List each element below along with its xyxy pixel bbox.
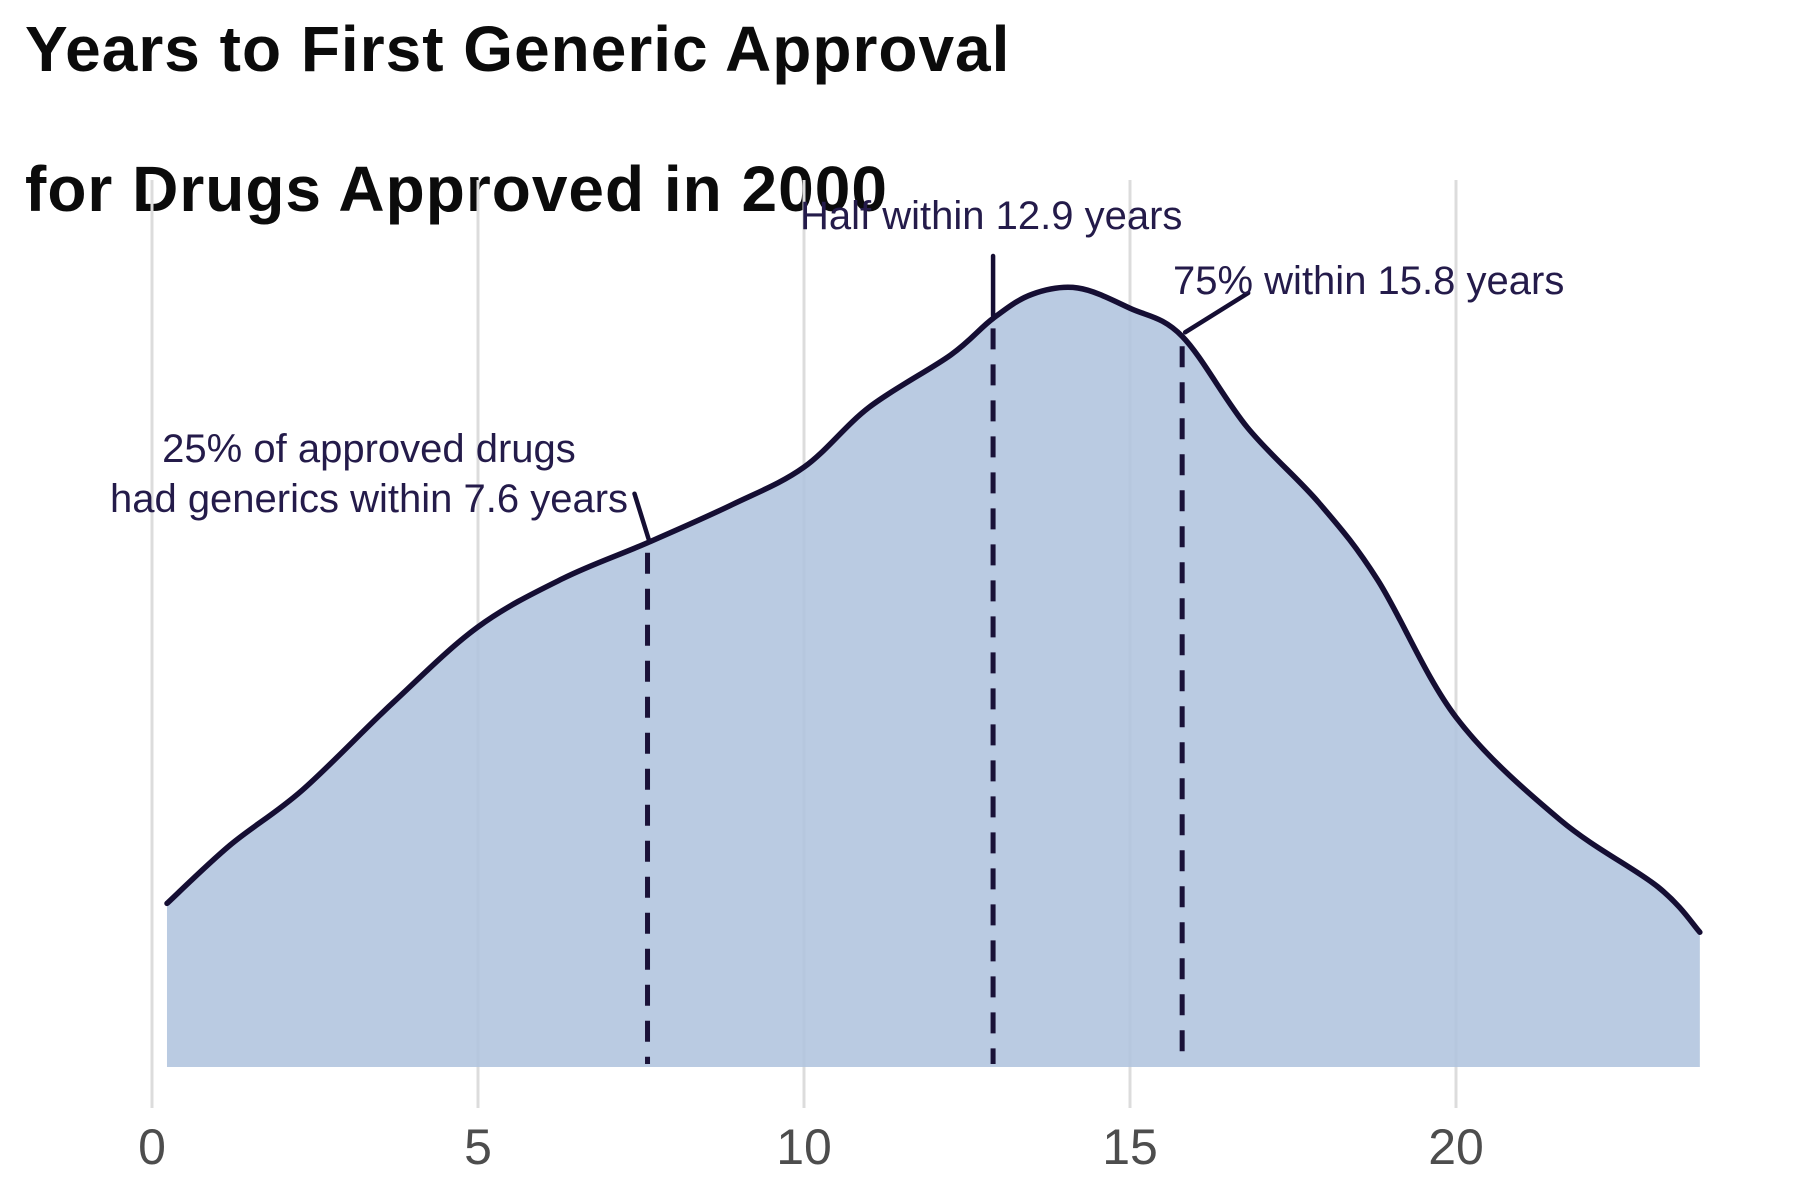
quartile-dashed-lines [645, 328, 1185, 1064]
annotation-q3-text: 75% within 15.8 years [1173, 259, 1565, 303]
x-tick-label-0: 0 [138, 1119, 166, 1175]
x-tick-label-10: 10 [776, 1119, 832, 1175]
x-tick-label-5: 5 [464, 1119, 492, 1175]
chart-title: Years to First Generic Approval for Drug… [25, 14, 1010, 224]
annotation-leader-lines [632, 253, 1251, 541]
density-area-fill [166, 287, 1700, 1067]
annotation-q3: 75% within 15.8 years [1173, 256, 1564, 306]
density-curve-line [164, 284, 1703, 935]
chart-title-line-1: Years to First Generic Approval [25, 13, 1011, 85]
annotation-q1-line-1: 25% of approved drugs [162, 427, 576, 471]
x-tick-label-20: 20 [1428, 1119, 1484, 1175]
annotation-median-text: Half within 12.9 years [800, 194, 1183, 238]
annotation-q1-line-2: had generics within 7.6 years [109, 477, 629, 521]
x-tick-label-15: 15 [1102, 1119, 1158, 1175]
annotation-median: Half within 12.9 years [800, 191, 1182, 241]
annotation-q1: 25% of approved drugs had generics withi… [110, 424, 628, 524]
chart-title-line-2: for Drugs Approved in 2000 [25, 153, 888, 225]
